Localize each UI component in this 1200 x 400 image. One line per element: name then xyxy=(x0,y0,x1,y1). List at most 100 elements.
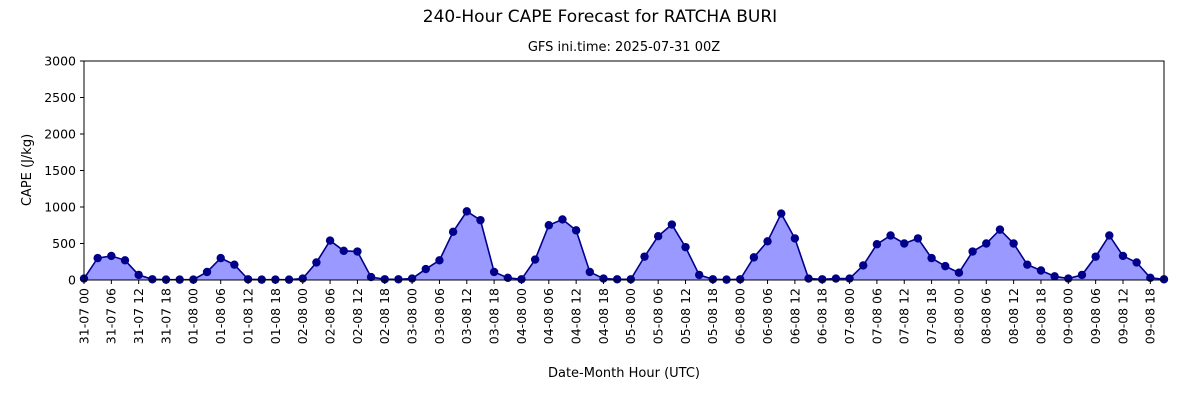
data-point xyxy=(585,267,595,277)
data-point xyxy=(380,275,389,284)
data-point xyxy=(325,236,335,245)
y-tick-label: 1500 xyxy=(44,163,76,178)
x-tick-label: 03-08 18 xyxy=(487,288,502,344)
data-point xyxy=(298,274,307,283)
data-point xyxy=(107,251,116,261)
data-point xyxy=(517,275,526,284)
x-tick-label: 02-08 12 xyxy=(350,288,365,344)
data-point xyxy=(462,207,471,216)
x-tick-label: 08-08 06 xyxy=(979,288,994,344)
x-axis-label: Date-Month Hour (UTC) xyxy=(548,366,700,381)
data-point xyxy=(900,239,909,248)
data-point xyxy=(353,247,362,256)
data-point xyxy=(93,253,102,263)
data-point xyxy=(1105,231,1114,240)
data-point xyxy=(1009,239,1018,248)
data-point xyxy=(230,260,239,269)
data-point xyxy=(927,253,936,263)
data-point xyxy=(694,270,704,280)
data-point xyxy=(845,274,854,283)
x-tick-label: 07-08 12 xyxy=(897,288,912,344)
data-point xyxy=(736,275,745,284)
data-point xyxy=(653,232,663,241)
data-point xyxy=(134,270,143,280)
data-point xyxy=(312,258,321,267)
x-tick-label: 02-08 18 xyxy=(377,288,392,344)
data-point xyxy=(435,256,444,265)
x-tick-label: 31-07 06 xyxy=(104,288,119,344)
data-point xyxy=(886,231,895,240)
cape-area-fill xyxy=(84,211,1164,280)
data-point xyxy=(1132,258,1141,267)
x-tick-label: 03-08 00 xyxy=(404,288,419,344)
data-point xyxy=(1077,270,1087,280)
data-point xyxy=(243,275,253,284)
data-point xyxy=(626,275,636,284)
data-point xyxy=(872,240,882,249)
data-point xyxy=(448,227,458,237)
y-tick-label: 0 xyxy=(68,273,76,288)
x-tick-label: 09-08 12 xyxy=(1115,288,1130,344)
data-point xyxy=(558,215,567,224)
data-point xyxy=(612,275,622,284)
x-tick-label: 06-08 00 xyxy=(733,288,748,344)
data-point xyxy=(421,264,430,274)
x-tick-label: 01-08 12 xyxy=(240,288,255,344)
chart-subtitle: GFS ini.time: 2025-07-31 00Z xyxy=(528,40,720,55)
x-tick-label: 07-08 00 xyxy=(842,288,857,344)
data-point xyxy=(339,246,348,255)
chart-title: 240-Hour CAPE Forecast for RATCHA BURI xyxy=(423,7,777,27)
data-point xyxy=(407,274,417,283)
data-point xyxy=(777,209,786,218)
data-point xyxy=(790,234,800,243)
data-point xyxy=(148,275,157,284)
x-tick-label: 06-08 06 xyxy=(760,288,775,344)
x-tick-label: 06-08 18 xyxy=(815,288,830,344)
x-tick-label: 05-08 06 xyxy=(651,288,666,344)
x-tick-label: 09-08 00 xyxy=(1061,288,1076,344)
data-point xyxy=(681,242,690,252)
data-point xyxy=(530,255,540,264)
x-tick-label: 04-08 00 xyxy=(514,288,529,344)
data-point xyxy=(640,252,649,261)
data-point xyxy=(1050,272,1059,281)
data-point xyxy=(571,226,581,235)
x-tick-label: 04-08 18 xyxy=(596,288,611,344)
data-point xyxy=(1091,252,1100,261)
data-point xyxy=(489,267,499,277)
y-tick-label: 500 xyxy=(52,236,76,251)
x-tick-label: 05-08 18 xyxy=(705,288,720,344)
data-point xyxy=(708,275,718,284)
data-point xyxy=(804,274,813,283)
data-point xyxy=(120,256,130,265)
data-point xyxy=(749,253,759,262)
y-tick-label: 3000 xyxy=(44,54,76,69)
x-tick-label: 01-08 00 xyxy=(186,288,201,344)
data-point xyxy=(995,225,1005,234)
data-point xyxy=(1036,266,1046,275)
data-point xyxy=(859,261,868,270)
data-point xyxy=(216,253,225,263)
x-tick-label: 08-08 00 xyxy=(951,288,966,344)
x-tick-label: 31-07 12 xyxy=(131,288,146,344)
data-point xyxy=(394,275,403,284)
data-point xyxy=(1064,274,1073,283)
y-tick-label: 2500 xyxy=(44,90,76,105)
data-point xyxy=(366,272,376,282)
data-point xyxy=(544,221,554,230)
x-tick-label: 01-08 06 xyxy=(213,288,228,344)
data-point xyxy=(476,215,485,225)
data-point xyxy=(968,247,977,256)
plot-area: 0 500 1000 1500 2000 2500 3000 31-07 00 31-07 06… xyxy=(44,54,1169,344)
x-tick-label: 09-08 06 xyxy=(1088,288,1103,344)
y-tick-label: 1000 xyxy=(44,200,76,215)
data-point xyxy=(831,274,841,283)
y-tick-label: 2000 xyxy=(44,127,76,142)
data-point xyxy=(1118,251,1128,261)
x-tick-label: 04-08 06 xyxy=(541,288,556,344)
data-point xyxy=(941,261,950,271)
x-tick-label: 07-08 18 xyxy=(924,288,939,344)
data-point xyxy=(202,267,212,277)
data-point xyxy=(1023,260,1032,269)
x-tick-label: 08-08 18 xyxy=(1033,288,1048,344)
